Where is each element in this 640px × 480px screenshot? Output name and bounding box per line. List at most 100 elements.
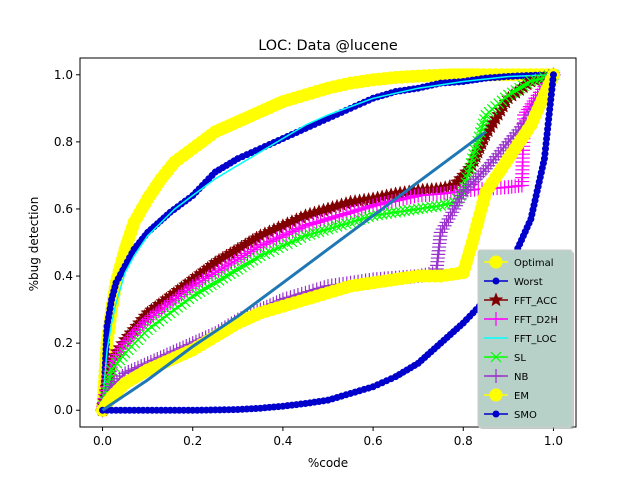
data-point-nb bbox=[449, 198, 464, 213]
data-point-fft-d2h bbox=[336, 207, 351, 222]
data-point-sl bbox=[474, 127, 486, 138]
data-point-fft-d2h bbox=[369, 197, 384, 212]
data-point-sl bbox=[430, 200, 442, 212]
legend-label: EM bbox=[514, 391, 529, 402]
legend-marker bbox=[492, 277, 500, 285]
legend-item-fft-acc: FFT_ACC bbox=[484, 292, 557, 307]
legend: Optimal Worst FFT_ACC FFT_D2H FFT_LOC SL NB EM S… bbox=[477, 249, 574, 429]
legend-item-fft-loc: FFT_LOC bbox=[484, 334, 557, 345]
series-line-diagonal bbox=[101, 130, 487, 412]
data-point-fft-d2h bbox=[269, 231, 284, 246]
legend-label: SL bbox=[514, 353, 526, 364]
data-point-fft-d2h bbox=[332, 208, 347, 223]
data-point-sl bbox=[472, 135, 484, 147]
legend-label: Worst bbox=[514, 277, 543, 288]
data-point-fft-d2h bbox=[110, 347, 125, 362]
legend-label: SMO bbox=[514, 410, 537, 421]
data-point-sl bbox=[385, 207, 397, 219]
series-fft-loc bbox=[101, 74, 554, 411]
legend-label: FFT_ACC bbox=[514, 296, 557, 307]
data-point-fft-d2h bbox=[275, 228, 290, 243]
data-point-sl bbox=[417, 202, 429, 214]
data-point-sl bbox=[394, 206, 406, 218]
data-point-sl bbox=[466, 153, 478, 165]
x-tick-label: 0.8 bbox=[454, 434, 473, 448]
data-point-fft-d2h bbox=[292, 221, 307, 236]
data-point-nb bbox=[452, 191, 467, 206]
data-point-sl bbox=[439, 199, 451, 210]
legend-item-smo: SMO bbox=[484, 410, 537, 421]
data-point-sl bbox=[408, 204, 420, 216]
x-axis-label: %code bbox=[308, 456, 348, 470]
legend-marker bbox=[489, 312, 503, 326]
data-point-fft-d2h bbox=[407, 189, 422, 204]
y-tick-label: 0.2 bbox=[54, 336, 73, 350]
data-point-sl bbox=[403, 204, 415, 216]
data-point-fft-d2h bbox=[288, 223, 303, 238]
x-axis-ticks: 0.0 0.2 0.4 0.6 0.8 1.0 bbox=[93, 427, 563, 448]
legend-marker bbox=[489, 388, 503, 402]
legend-marker bbox=[489, 369, 503, 383]
legend-label: FFT_D2H bbox=[514, 315, 558, 326]
legend-label: FFT_LOC bbox=[514, 334, 557, 345]
x-tick-label: 0.2 bbox=[183, 434, 202, 448]
data-point-fft-d2h bbox=[279, 227, 294, 242]
legend-label: NB bbox=[514, 372, 528, 383]
legend-item-sl: SL bbox=[484, 351, 526, 364]
axes-frame bbox=[79, 57, 577, 428]
legend-item-worst: Worst bbox=[484, 277, 543, 288]
data-point-sl bbox=[469, 144, 481, 156]
data-point-fft-d2h bbox=[266, 233, 281, 248]
axes-border bbox=[79, 57, 577, 428]
data-point-sl bbox=[412, 203, 424, 215]
data-point-nb bbox=[437, 218, 452, 233]
y-tick-label: 1.0 bbox=[54, 68, 73, 82]
legend-marker bbox=[489, 255, 503, 269]
data-point-sl bbox=[444, 197, 456, 209]
data-point-fft-d2h bbox=[309, 215, 324, 230]
data-point-fft-d2h bbox=[211, 263, 226, 278]
data-point-fft-d2h bbox=[302, 217, 317, 232]
data-point-fft-d2h bbox=[201, 269, 216, 284]
data-point-fft-d2h bbox=[305, 216, 320, 231]
data-point-fft-d2h bbox=[351, 203, 366, 218]
data-point-fft-d2h bbox=[237, 248, 252, 263]
data-point-sl bbox=[477, 118, 489, 130]
legend-label: Optimal bbox=[514, 258, 554, 269]
data-point-fft-d2h bbox=[354, 201, 369, 216]
data-point-fft-d2h bbox=[256, 237, 271, 252]
data-point-sl bbox=[479, 113, 490, 125]
data-point-fft-d2h bbox=[214, 261, 229, 276]
data-point-sl bbox=[435, 200, 447, 212]
data-point-fft-d2h bbox=[324, 210, 339, 225]
legend-marker bbox=[492, 410, 500, 418]
data-point-fft-d2h bbox=[192, 275, 207, 290]
data-point-fft-d2h bbox=[246, 242, 261, 257]
data-point-nb bbox=[445, 205, 460, 220]
x-tick-label: 0.6 bbox=[364, 434, 383, 448]
data-point-sl bbox=[390, 206, 402, 218]
x-tick-label: 0.4 bbox=[273, 434, 292, 448]
data-point-sl bbox=[399, 205, 411, 217]
legend-item-fft-d2h: FFT_D2H bbox=[484, 312, 558, 326]
legend-item-em: EM bbox=[484, 388, 529, 402]
data-point-smo bbox=[549, 71, 557, 79]
legend-marker bbox=[490, 351, 502, 363]
y-axis-ticks: 0.0 0.2 0.4 0.6 0.8 1.0 bbox=[54, 68, 80, 417]
data-point-nb bbox=[443, 208, 458, 223]
y-tick-label: 0.8 bbox=[54, 135, 73, 149]
data-point-nb bbox=[450, 195, 465, 210]
data-point-fft-d2h bbox=[403, 190, 418, 205]
data-point-sl bbox=[104, 373, 115, 385]
data-point-fft-d2h bbox=[313, 214, 328, 229]
plot-area bbox=[95, 67, 561, 418]
data-point-fft-d2h bbox=[347, 204, 362, 219]
data-point-fft-d2h bbox=[328, 209, 343, 224]
legend-item-nb: NB bbox=[484, 369, 528, 383]
series-diagonal bbox=[101, 130, 487, 412]
series-em bbox=[96, 68, 560, 417]
data-point-sl bbox=[426, 201, 438, 213]
series-sl bbox=[97, 69, 559, 416]
data-point-fft-d2h bbox=[358, 200, 373, 215]
